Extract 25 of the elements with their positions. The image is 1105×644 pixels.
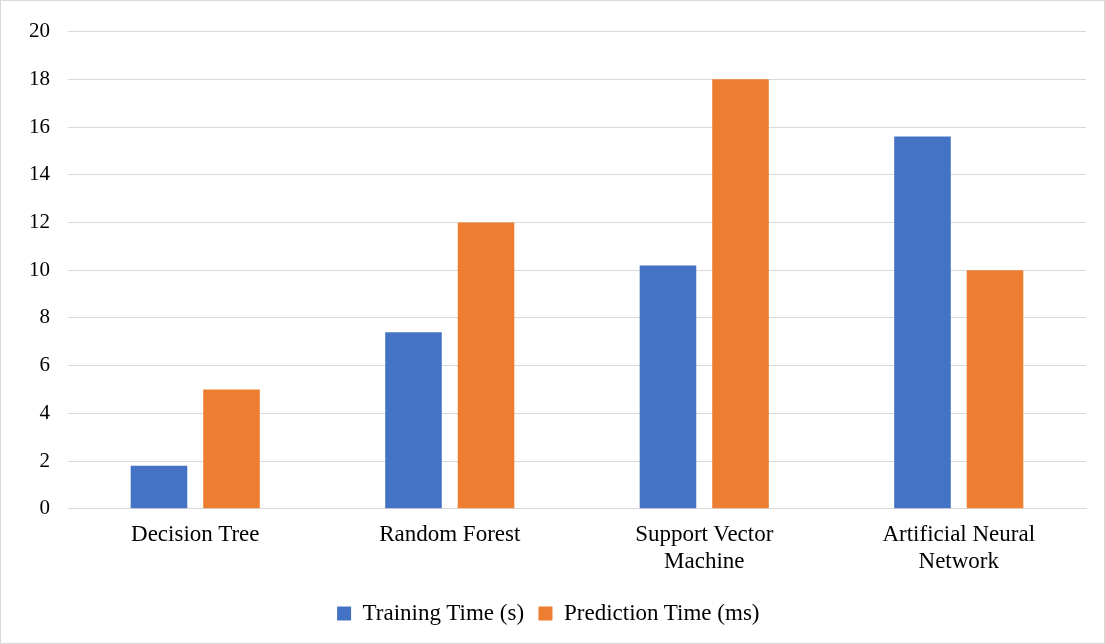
bar [457,222,515,509]
y-tick-label: 6 [39,352,50,377]
legend-label: Training Time (s) [362,599,525,625]
x-tick-label: Random Forest [379,520,521,546]
y-tick-label: 12 [29,209,50,233]
x-tick-label: Decision Tree [131,520,260,546]
y-tick-label: 16 [29,113,50,138]
bar [385,332,442,509]
bar [966,270,1024,509]
bar [894,136,951,509]
x-tick-label: Artificial Neural Network [882,520,1036,574]
y-tick-label: 18 [29,65,50,90]
y-tick-label: 2 [39,447,50,472]
y-tick-label: 10 [29,256,50,281]
y-tick-label: 8 [39,304,50,329]
bar [203,389,260,509]
y-tick-label: 4 [39,399,51,424]
y-tick-label: 20 [29,18,50,43]
x-tick-label: Support Vector Machine [635,520,774,574]
bar [712,79,769,509]
y-tick-label: 0 [39,495,50,520]
legend-label: Prediction Time (ms) [563,599,760,625]
bar [130,465,188,509]
y-tick-label: 14 [29,161,51,186]
bar [639,265,697,509]
